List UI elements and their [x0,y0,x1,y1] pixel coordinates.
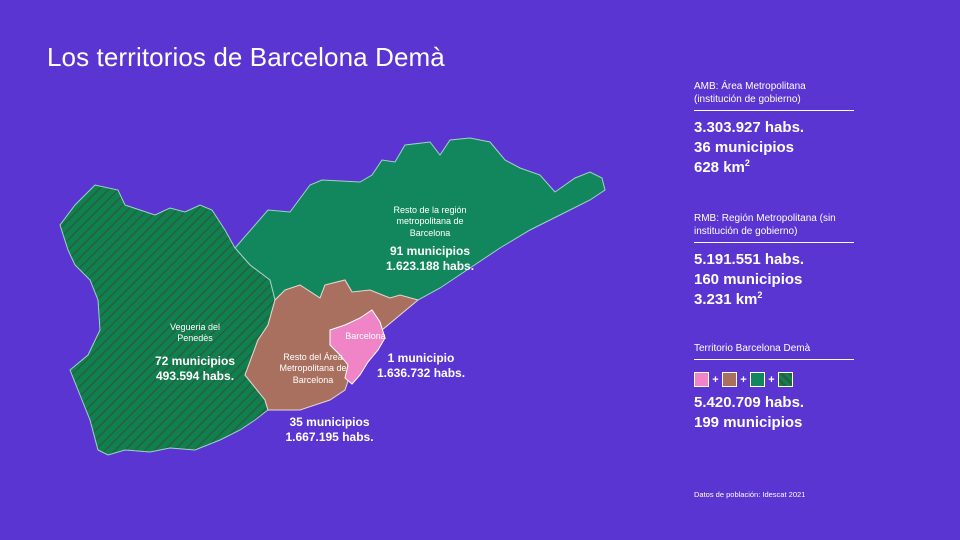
amb-panel: AMB: Área Metropolitana (institución de … [694,80,854,178]
resto-region-municipios: 91 municipios [389,244,471,258]
region-barcelona[interactable] [329,309,386,385]
region-vegueria-penedes[interactable] [59,184,276,456]
label-vegueria-stats: 72 municipios 493.594 habs. [140,354,250,384]
territorio-legend: + + + [694,372,854,387]
rmb-habs: 5.191.551 habs. [694,251,805,268]
barcelona-municipios: 1 municipio [387,351,455,365]
rmb-area: 3.231 km2 [694,289,763,308]
territorio-panel: Territorio Barcelona Demà + + + 5.420.70… [694,342,854,433]
resto-amb-habs: 1.667.195 habs. [285,430,374,444]
territorio-habs: 5.420.709 habs. [694,394,805,411]
swatch-resto-region [750,372,765,387]
resto-amb-municipios: 35 municipios [289,415,370,429]
plus-sign: + [712,373,719,386]
label-barcelona-name: Barcelona [345,331,386,341]
rmb-heading: RMB: Región Metropolitana (sin instituci… [694,212,854,243]
vegueria-habs: 493.594 habs. [155,369,235,383]
barcelona-habs: 1.636.732 habs. [376,366,466,380]
amb-heading: AMB: Área Metropolitana (institución de … [694,80,854,111]
swatch-vegueria [778,372,793,387]
rmb-municipios: 160 municipios [694,270,803,288]
label-barcelona-stats: 1 municipio 1.636.732 habs. [366,351,476,381]
label-resto-region-stats: 91 municipios 1.623.188 habs. [370,244,490,274]
label-vegueria-name: Vegueria del Penedès [169,322,221,344]
swatch-barcelona [694,372,709,387]
label-resto-region-name: Resto de la región metropolitana de Barc… [393,205,467,238]
vegueria-municipios: 72 municipios [154,354,236,368]
label-resto-amb-name: Resto del Área Metropolitana de Barcelon… [279,352,347,385]
amb-area: 628 km2 [694,157,750,176]
territorio-heading: Territorio Barcelona Demà [694,342,854,360]
rmb-panel: RMB: Región Metropolitana (sin instituci… [694,212,854,310]
plus-sign: + [768,373,775,386]
amb-municipios: 36 municipios [694,138,795,156]
territorio-stats: 5.420.709 habs. 199 municipios [694,393,854,433]
label-resto-amb-stats: 35 municipios 1.667.195 habs. [272,415,387,445]
data-source-note: Datos de población: Idescat 2021 [694,490,806,499]
page-title: Los territorios de Barcelona Demà [47,42,445,72]
resto-region-habs: 1.623.188 habs. [385,259,475,273]
rmb-stats: 5.191.551 habs. 160 municipios 3.231 km2 [694,250,854,310]
swatch-resto-amb [722,372,737,387]
plus-sign: + [740,373,747,386]
territorio-municipios: 199 municipios [694,413,803,431]
amb-stats: 3.303.927 habs. 36 municipios 628 km2 [694,118,854,178]
amb-habs: 3.303.927 habs. [694,119,805,136]
